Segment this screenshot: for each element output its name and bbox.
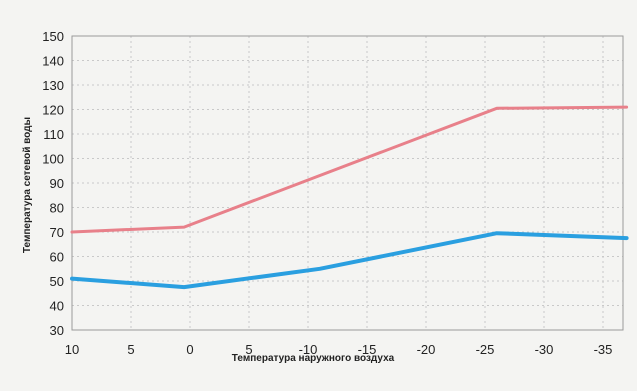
- y-tick-label: 50: [50, 274, 64, 289]
- y-tick-label: 70: [50, 225, 64, 240]
- y-tick-label: 30: [50, 323, 64, 338]
- x-tick-label: -25: [476, 342, 495, 357]
- x-tick-label: 5: [127, 342, 134, 357]
- y-tick-label: 130: [42, 78, 64, 93]
- series-line-1: [70, 105, 629, 234]
- plot-frame: [71, 35, 624, 331]
- y-tick-label: 90: [50, 176, 64, 191]
- y-tick-label: 80: [50, 201, 64, 216]
- grid: [72, 36, 623, 330]
- y-tick-label: 100: [42, 152, 64, 167]
- x-tick-label: 5: [245, 342, 252, 357]
- x-tick-label: 10: [65, 342, 79, 357]
- y-tick-label: 60: [50, 250, 64, 265]
- y-axis-title: Температура сетевой воды: [22, 117, 33, 253]
- x-tick-label: -15: [358, 342, 377, 357]
- series: [70, 105, 629, 290]
- y-tick-label: 150: [42, 29, 64, 44]
- x-tick-label: -20: [417, 342, 436, 357]
- x-tick-label: 0: [186, 342, 193, 357]
- y-tick-labels: 30 40 50 60 70 80 90 100 110 120 130 140 150: [42, 29, 64, 338]
- y-tick-label: 140: [42, 54, 64, 69]
- x-tick-label: -10: [299, 342, 318, 357]
- x-axis-title: Температура наружного воздуха: [232, 353, 395, 364]
- y-tick-label: 110: [43, 127, 64, 142]
- y-tick-label: 40: [50, 299, 64, 314]
- x-tick-label: -30: [535, 342, 554, 357]
- x-tick-labels: 10 5 0 5 -10 -15 -20 -25 -30 -35: [65, 342, 613, 357]
- series-line-2: [70, 231, 629, 290]
- y-tick-label: 120: [42, 103, 64, 118]
- x-tick-label: -35: [594, 342, 613, 357]
